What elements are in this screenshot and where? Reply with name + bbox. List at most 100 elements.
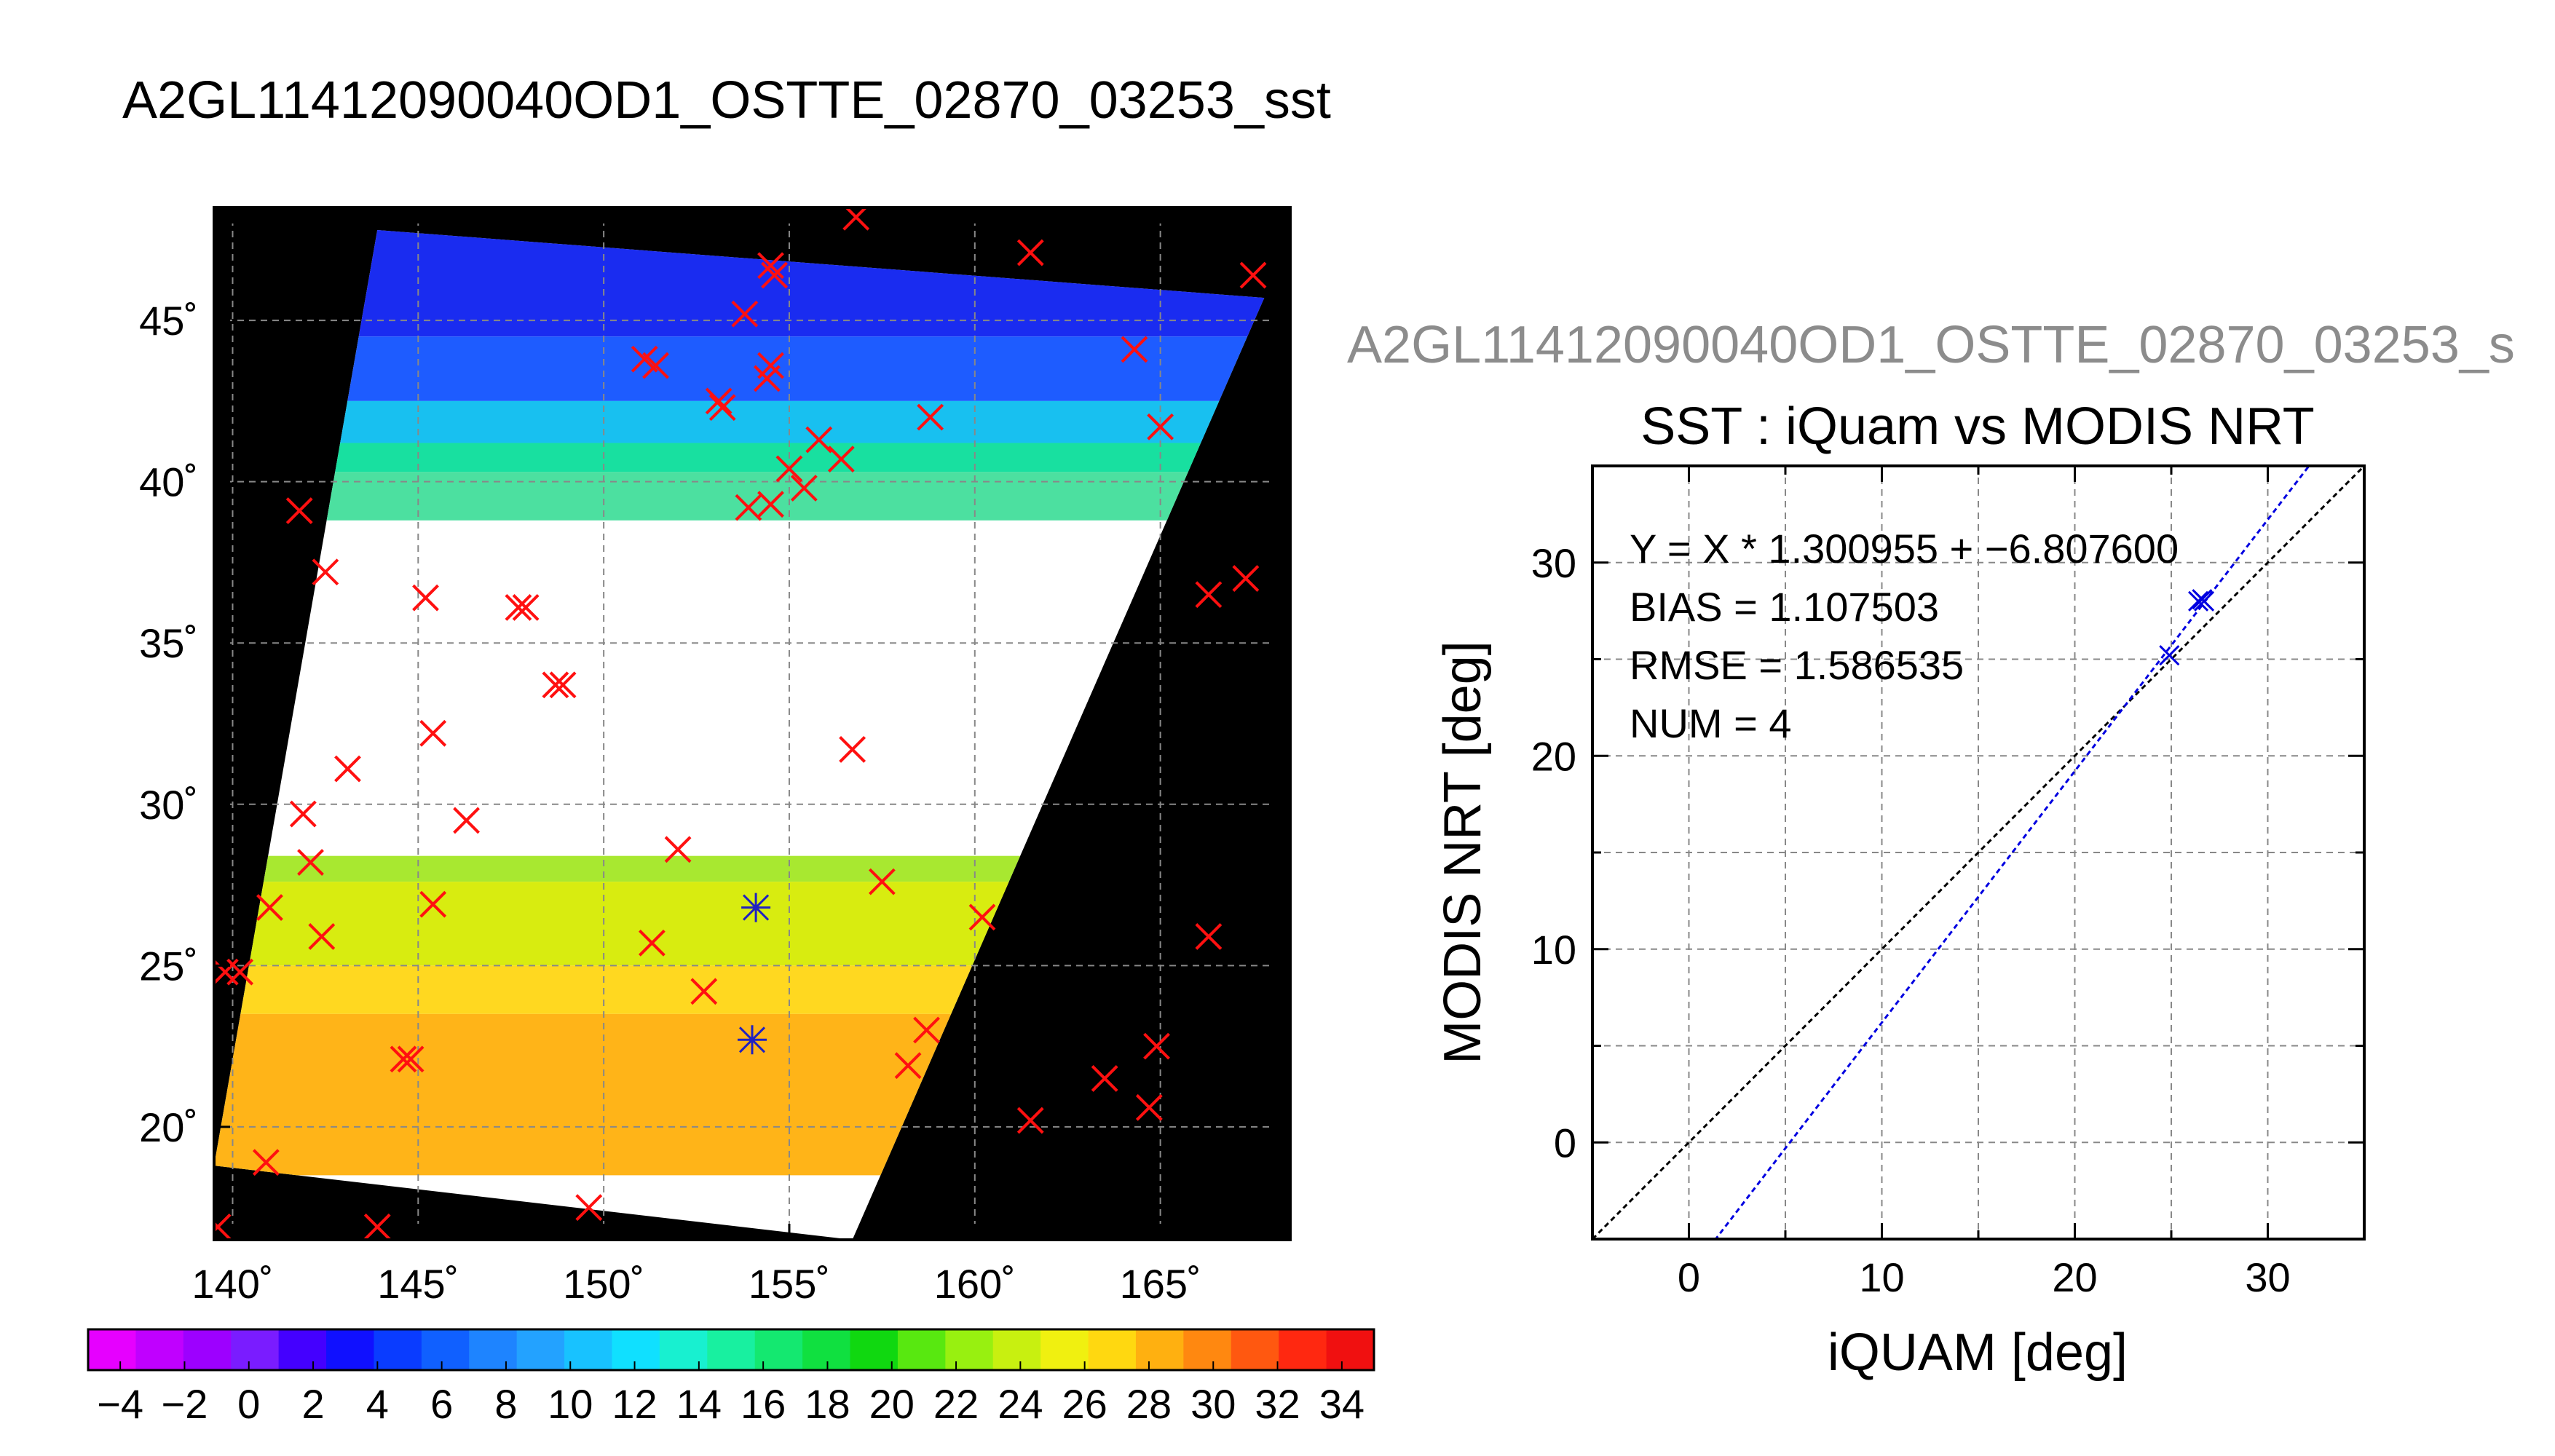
colorbar-cell: [278, 1329, 327, 1370]
observation-x-marker: [419, 890, 447, 918]
fit-statistics: Y = X * 1.300955 + −6.807600 BIAS = 1.10…: [1630, 526, 2179, 746]
observation-x-marker: [1016, 1107, 1044, 1134]
colorbar-cell: [183, 1329, 232, 1370]
colorbar-tick-label: 10: [548, 1381, 593, 1427]
observation-x-marker: [705, 387, 732, 415]
observation-x-marker: [690, 978, 718, 1005]
colorbar-labels: −4 −2 0 2 4 6 8 10 12 14 16 18 20 22 24 26 28 30 32 34: [97, 1361, 1365, 1427]
colorbar-cell: [945, 1329, 994, 1370]
observation-x-marker: [1195, 581, 1223, 609]
colorbar-frame: [87, 1328, 1375, 1372]
colorbar-cell: [612, 1329, 660, 1370]
colorbar-tick-label: 26: [1062, 1381, 1107, 1427]
observation-x-marker: [453, 807, 480, 834]
observation-x-marker: [638, 929, 666, 957]
observation-x-marker: [575, 1194, 603, 1222]
observation-x-marker: [868, 868, 896, 895]
observation-x-marker: [297, 849, 324, 876]
observation-x-marker: [252, 1149, 280, 1176]
scatter-points: [2159, 589, 2215, 666]
colorbar-tick-label: −4: [97, 1381, 143, 1427]
scatter-x-tick-label: 20: [2052, 1254, 2097, 1300]
observation-x-marker: [968, 903, 996, 931]
observation-x-marker: [839, 736, 866, 763]
colorbar-cell: [1135, 1329, 1185, 1370]
colorbar-cells: [88, 1329, 1375, 1370]
colorbar-tick-label: 30: [1190, 1381, 1236, 1427]
observation-x-marker: [1143, 1032, 1170, 1060]
colorbar-tick-label: 6: [430, 1381, 453, 1427]
observation-x-marker: [390, 1045, 417, 1073]
map-lon-label: 140˚: [191, 1261, 273, 1307]
colorbar-tick-label: 22: [933, 1381, 979, 1427]
colorbar-cell: [326, 1329, 375, 1370]
map-lon-label: 145˚: [377, 1261, 459, 1307]
observation-x-marker: [1135, 1093, 1163, 1121]
scatter-tick-labels: 0 10 20 30 0 10 20 30: [1531, 540, 2291, 1300]
scatter-x-tick-label: 0: [1678, 1254, 1700, 1300]
scatter-title: SST : iQuam vs MODIS NRT: [1640, 397, 2315, 456]
scatter-y-tick-label: 30: [1531, 540, 1576, 586]
sst-map: 140˚ 145˚ 150˚ 155˚ 160˚ 165˚ 20˚ 25˚ 30˚ 35˚ 40˚ 4…: [139, 206, 1292, 1307]
scatter-x-tick-label: 30: [2245, 1254, 2290, 1300]
observation-x-marker: [708, 394, 736, 422]
map-markers: [214, 207, 1267, 1240]
map-lon-label: 160˚: [934, 1261, 1016, 1307]
scatter-y-tick-label: 20: [1531, 733, 1576, 779]
scatter-ticks: [1591, 464, 2366, 1241]
observation-x-marker: [642, 352, 669, 379]
observation-x-marker: [412, 584, 439, 612]
map-lat-label: 45˚: [139, 298, 198, 344]
colorbar-tick-label: 32: [1255, 1381, 1300, 1427]
colorbar: −4 −2 0 2 4 6 8 10 12 14 16 18 20 22 24 26 28 30 32 34: [87, 1328, 1375, 1427]
colorbar-cell: [659, 1329, 708, 1370]
scatter-point: [2192, 589, 2213, 610]
colorbar-tick-label: −2: [162, 1381, 208, 1427]
colorbar-cell: [1040, 1329, 1089, 1370]
observation-x-marker: [1147, 413, 1174, 440]
colorbar-cell: [992, 1329, 1041, 1370]
observation-x-marker: [308, 923, 336, 950]
observation-x-marker: [757, 252, 784, 280]
observation-x-marker: [549, 671, 577, 699]
scatter-plot: A2GL11412090040OD1_OSTTE_02870_03253_s S…: [1347, 316, 2515, 1382]
observation-x-marker: [913, 1016, 940, 1044]
scatter-ylabel: MODIS NRT [deg]: [1434, 641, 1492, 1064]
observation-x-marker: [505, 594, 532, 621]
colorbar-cell: [135, 1329, 184, 1370]
observation-x-marker: [226, 958, 254, 986]
colorbar-tick-label: 0: [237, 1381, 260, 1427]
scatter-x-tick-label: 10: [1859, 1254, 1904, 1300]
observation-x-marker: [1239, 261, 1267, 289]
observation-x-marker: [397, 1045, 424, 1073]
matchup-star-marker: [741, 893, 771, 922]
observation-x-marker: [1016, 239, 1044, 266]
colorbar-cell: [1231, 1329, 1279, 1370]
scatter-suptitle: A2GL11412090040OD1_OSTTE_02870_03253_s: [1347, 316, 2515, 374]
colorbar-cell: [707, 1329, 756, 1370]
stat-bias: BIAS = 1.107503: [1630, 584, 1939, 630]
observation-x-marker: [827, 446, 855, 473]
colorbar-cell: [421, 1329, 470, 1370]
observation-x-marker: [894, 1052, 922, 1080]
map-lon-label: 165˚: [1120, 1261, 1201, 1307]
stat-num: NUM = 4: [1630, 700, 1792, 746]
sst-band: [214, 336, 1265, 401]
observation-x-marker: [1091, 1065, 1118, 1092]
colorbar-cell: [754, 1329, 803, 1370]
sst-band: [214, 443, 1265, 472]
colorbar-tick-label: 20: [869, 1381, 915, 1427]
colorbar-tick-label: 8: [494, 1381, 517, 1427]
colorbar-cell: [850, 1329, 899, 1370]
stat-fit-equation: Y = X * 1.300955 + −6.807600: [1630, 526, 2179, 571]
colorbar-cell: [374, 1329, 422, 1370]
map-frame: [213, 206, 1292, 1241]
colorbar-tick-label: 24: [998, 1381, 1043, 1427]
observation-x-marker: [1232, 565, 1260, 593]
scatter-y-tick-label: 0: [1554, 1120, 1576, 1166]
scatter-point: [2188, 590, 2209, 612]
colorbar-tick-label: 4: [366, 1381, 389, 1427]
map-lat-label: 20˚: [139, 1104, 198, 1150]
scatter-point: [2159, 645, 2180, 666]
